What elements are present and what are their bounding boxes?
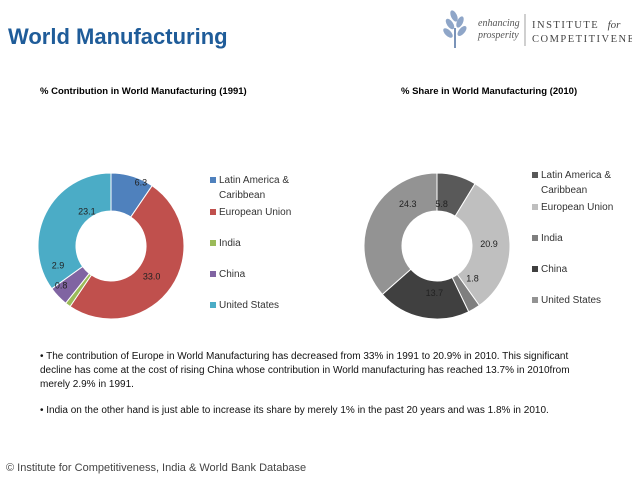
legend-swatch	[532, 235, 538, 241]
legend-label: Latin America & Caribbean	[219, 175, 290, 201]
legend-item: China	[532, 262, 632, 277]
footer-source: © Institute for Competitiveness, India &…	[6, 462, 307, 474]
bullet-item: • The contribution of Europe in World Ma…	[40, 351, 570, 390]
legend-swatch	[210, 240, 216, 246]
data-label: 33.0	[143, 271, 161, 281]
legend-label: European Union	[219, 207, 292, 218]
data-label: 24.3	[399, 199, 417, 209]
data-label: 6.3	[135, 177, 148, 187]
legend-2010: Latin America & Caribbean European Union I…	[532, 168, 632, 308]
legend-item: United States	[532, 293, 632, 308]
data-label: 5.8	[435, 199, 448, 209]
bullet-item: • India on the other hand is just able t…	[40, 405, 549, 416]
legend-item: Latin America & Caribbean	[532, 168, 632, 198]
logo-institute: INSTITUTE for	[532, 15, 621, 32]
legend-item: India	[532, 231, 632, 246]
donut-chart-2010: 5.8 20.9 1.8 13.7 24.3	[363, 172, 511, 320]
legend-item: China	[210, 267, 330, 282]
legend-label: China	[219, 269, 246, 280]
data-label: 23.1	[78, 206, 96, 216]
legend-label: India	[541, 233, 563, 244]
legend-label: India	[219, 238, 241, 249]
data-label: 20.9	[480, 239, 498, 249]
donut-chart-1991: 6.3 33.0 0.8 2.9 23.1	[37, 172, 185, 320]
legend-swatch	[210, 209, 216, 215]
logo-competitiveness: COMPETITIVENESS	[532, 34, 632, 45]
legend-swatch	[210, 271, 216, 277]
donut-slice	[37, 172, 112, 290]
legend-swatch	[532, 204, 538, 210]
legend-swatch	[532, 297, 538, 303]
legend-item: European Union	[210, 205, 330, 220]
donut-slice	[69, 185, 185, 320]
logo-tagline-1: enhancing	[478, 18, 520, 29]
institute-logo: enhancing prosperity INSTITUTE for COMPE…	[443, 10, 632, 48]
legend-label: Latin America & Caribbean	[541, 170, 612, 196]
legend-swatch	[210, 302, 216, 308]
page-title: World Manufacturing	[8, 24, 228, 49]
donut-slice	[454, 183, 511, 307]
chart-title-1991: % Contribution in World Manufacturing (1…	[40, 86, 247, 97]
bullet-list: • The contribution of Europe in World Ma…	[40, 350, 600, 430]
legend-label: China	[541, 264, 568, 275]
legend-item: European Union	[532, 200, 632, 215]
legend-item: United States	[210, 298, 330, 313]
wheat-icon	[443, 10, 467, 48]
legend-1991: Latin America & Caribbean European Union I…	[210, 173, 330, 313]
legend-label: United States	[541, 295, 602, 306]
data-label: 13.7	[426, 288, 444, 298]
data-label: 1.8	[466, 273, 479, 283]
logo-tagline-2: prosperity	[477, 30, 519, 41]
donut-slice	[363, 172, 438, 296]
data-label: 2.9	[52, 260, 65, 270]
legend-item: Latin America & Caribbean	[210, 173, 330, 203]
legend-label: United States	[219, 300, 280, 311]
legend-item: India	[210, 236, 330, 251]
legend-swatch	[532, 266, 538, 272]
chart-title-2010: % Share in World Manufacturing (2010)	[401, 86, 578, 97]
legend-swatch	[532, 172, 538, 178]
data-label: 0.8	[55, 281, 68, 291]
legend-swatch	[210, 177, 216, 183]
legend-label: European Union	[541, 202, 614, 213]
